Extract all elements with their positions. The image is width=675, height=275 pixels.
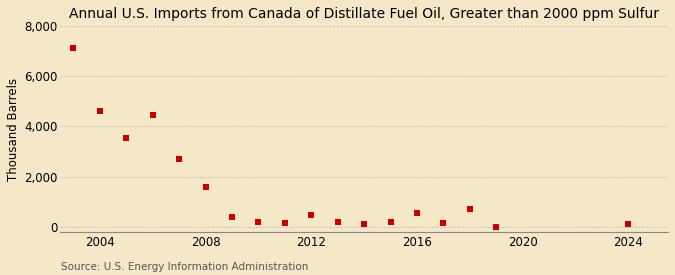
Point bbox=[464, 207, 475, 211]
Point bbox=[200, 184, 211, 189]
Title: Annual U.S. Imports from Canada of Distillate Fuel Oil, Greater than 2000 ppm Su: Annual U.S. Imports from Canada of Disti… bbox=[69, 7, 659, 21]
Point bbox=[279, 221, 290, 225]
Point bbox=[358, 222, 369, 226]
Point bbox=[253, 220, 264, 224]
Point bbox=[227, 214, 238, 219]
Point bbox=[306, 213, 317, 218]
Point bbox=[68, 45, 79, 50]
Point bbox=[438, 221, 449, 225]
Point bbox=[332, 219, 343, 224]
Point bbox=[147, 113, 158, 117]
Point bbox=[623, 222, 634, 226]
Point bbox=[412, 211, 423, 215]
Point bbox=[491, 224, 502, 229]
Point bbox=[121, 136, 132, 140]
Point bbox=[95, 109, 105, 114]
Point bbox=[173, 157, 184, 161]
Y-axis label: Thousand Barrels: Thousand Barrels bbox=[7, 77, 20, 180]
Text: Source: U.S. Energy Information Administration: Source: U.S. Energy Information Administ… bbox=[61, 262, 308, 272]
Point bbox=[385, 220, 396, 224]
